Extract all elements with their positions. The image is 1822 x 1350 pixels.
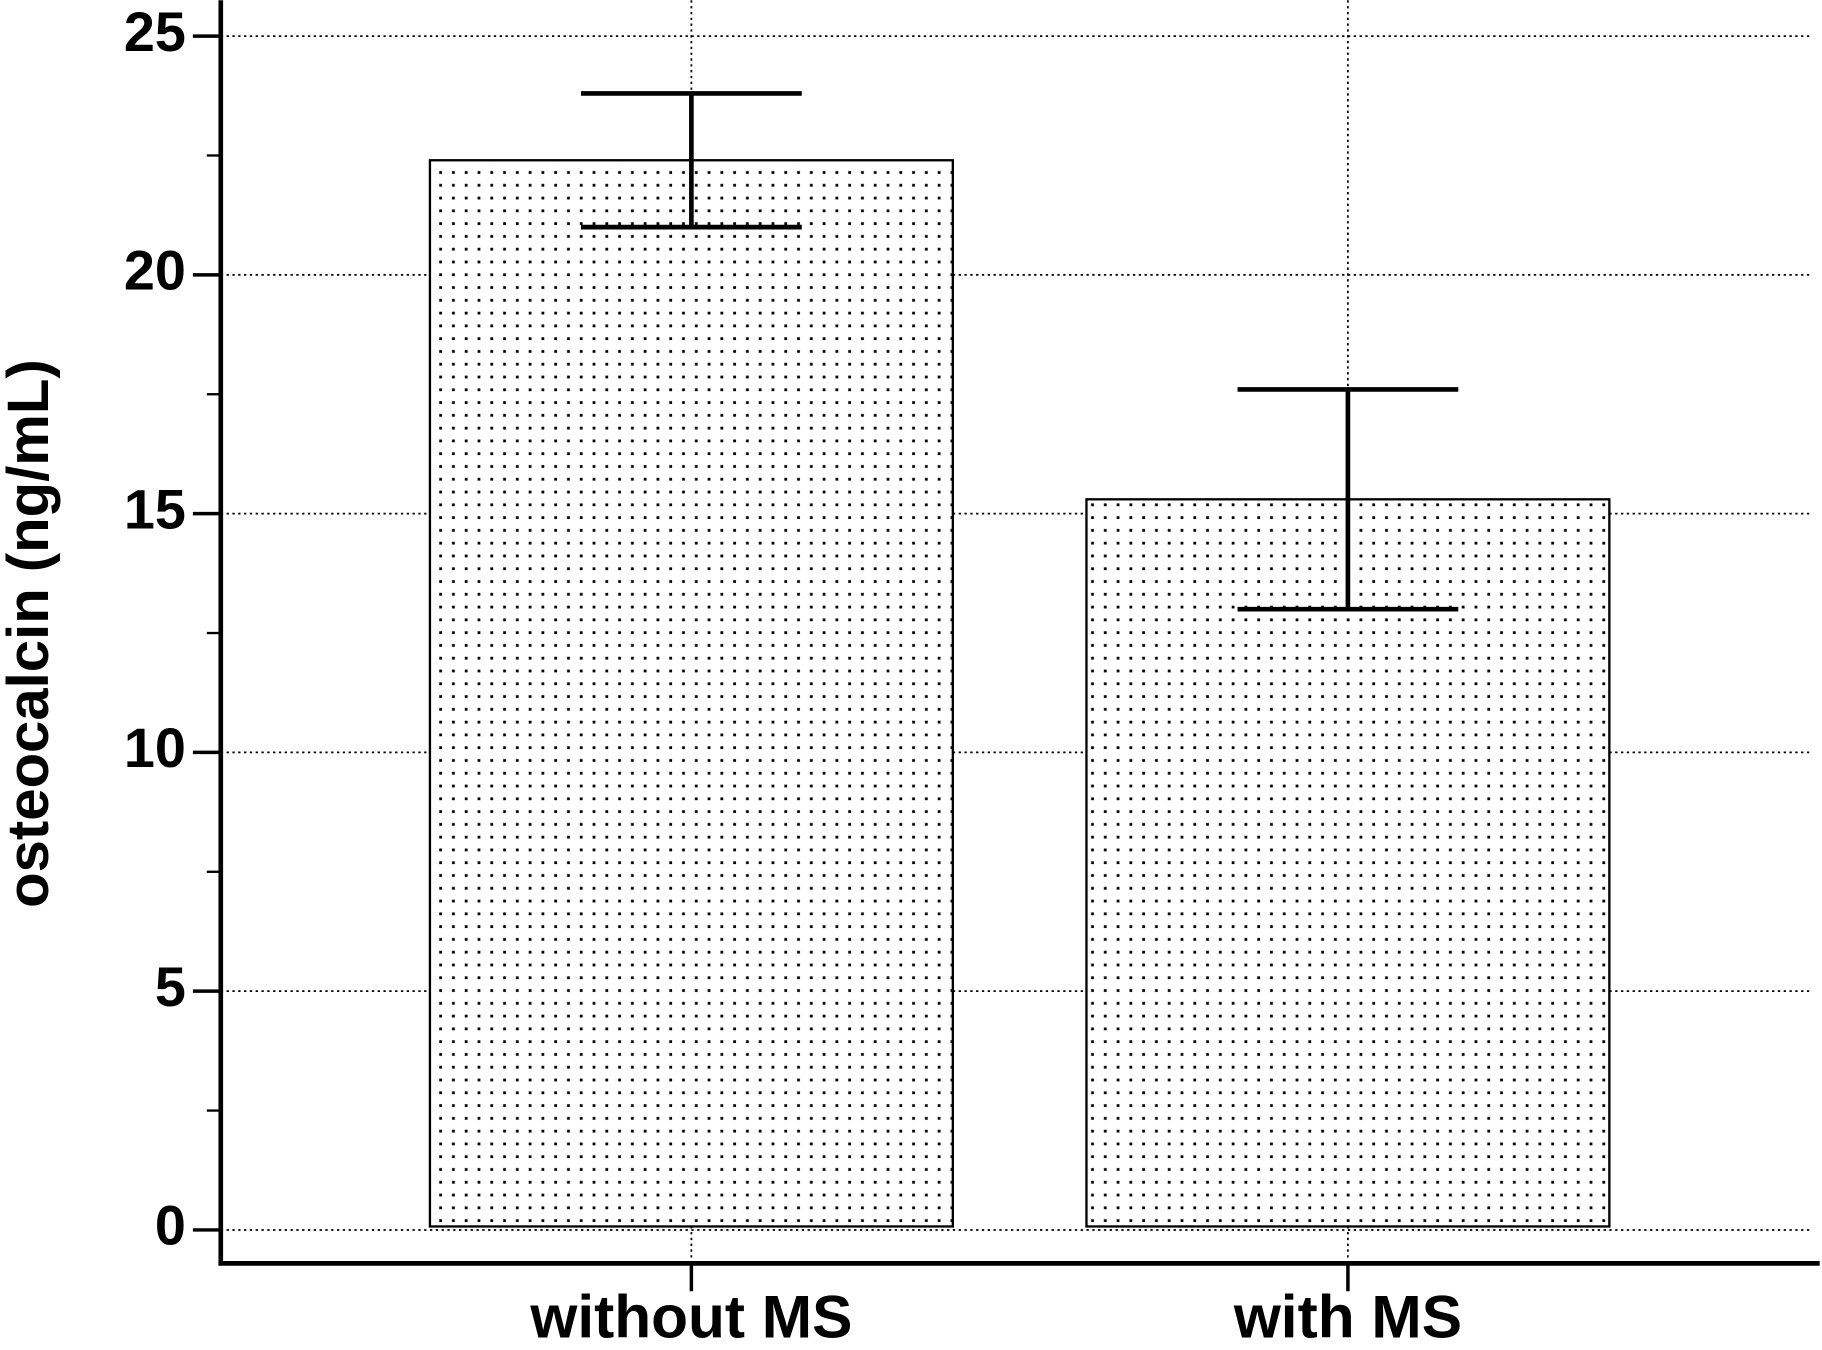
y-axis-label: osteocalcin (ng/mL) xyxy=(0,359,61,908)
y-tick-label: 20 xyxy=(124,240,186,302)
x-tick-label: with MS xyxy=(1233,1282,1462,1345)
y-tick-label: 25 xyxy=(124,1,186,63)
bar xyxy=(1085,498,1611,1228)
y-tick-label: 15 xyxy=(124,478,186,540)
bar xyxy=(428,159,954,1228)
y-tick-label: 0 xyxy=(155,1195,186,1257)
y-tick-label: 5 xyxy=(155,956,186,1018)
x-tick-label: without MS xyxy=(529,1282,852,1345)
y-tick-label: 10 xyxy=(124,717,186,779)
